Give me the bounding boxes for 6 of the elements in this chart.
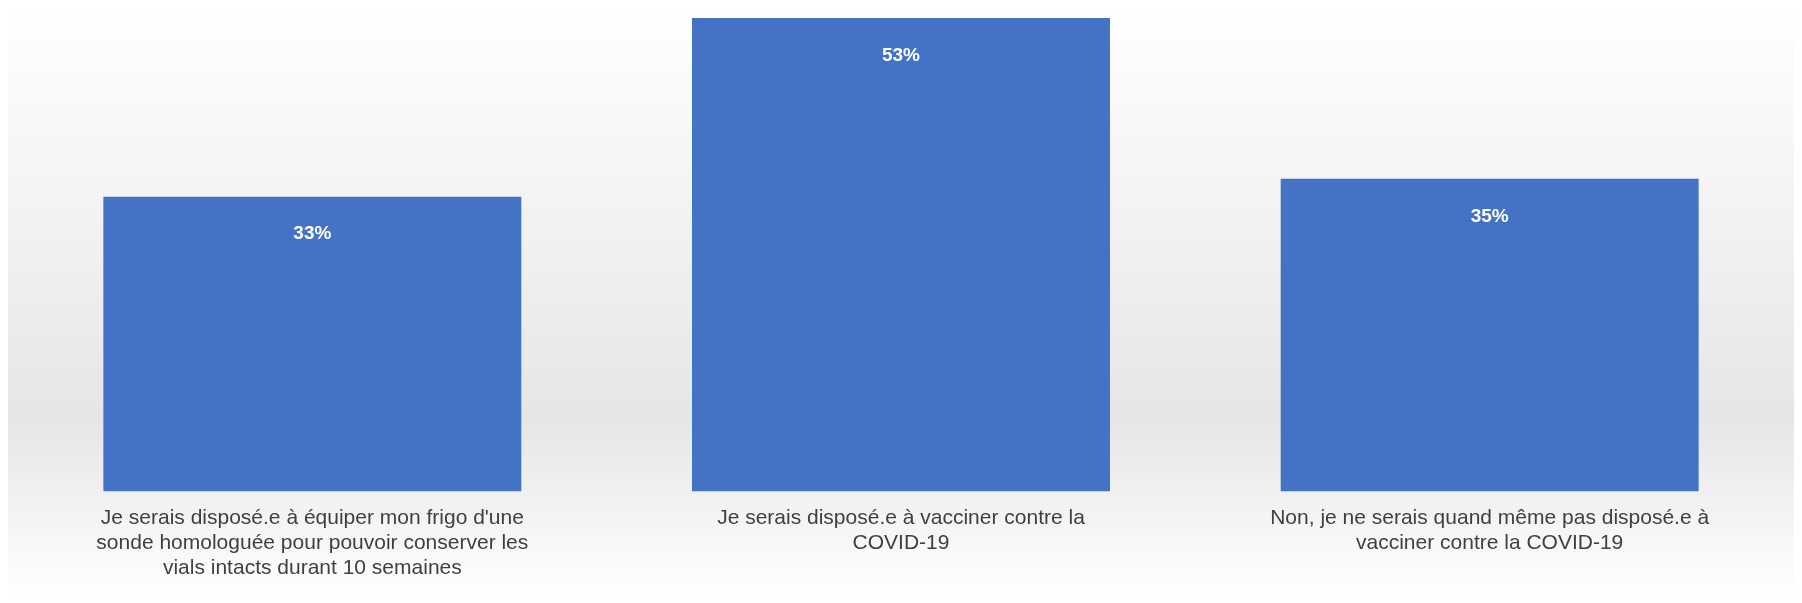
data-label: 33% [293,222,332,244]
x-tick-label: Non, je ne serais quand même pas disposé.e à vacciner contre la COVID-19 [1270,504,1710,553]
data-label: 53% [881,43,921,65]
x-tick-label: Je serais disposé.e à équiper mon frigo d'une sonde homologuée pour pouvoir conserver les vials intacts durant 10 semaines [96,504,529,579]
data-label: 35% [1470,204,1509,226]
x-tick-label: Je serais disposé.e à vacciner contre la COVID-19 [717,504,1086,553]
